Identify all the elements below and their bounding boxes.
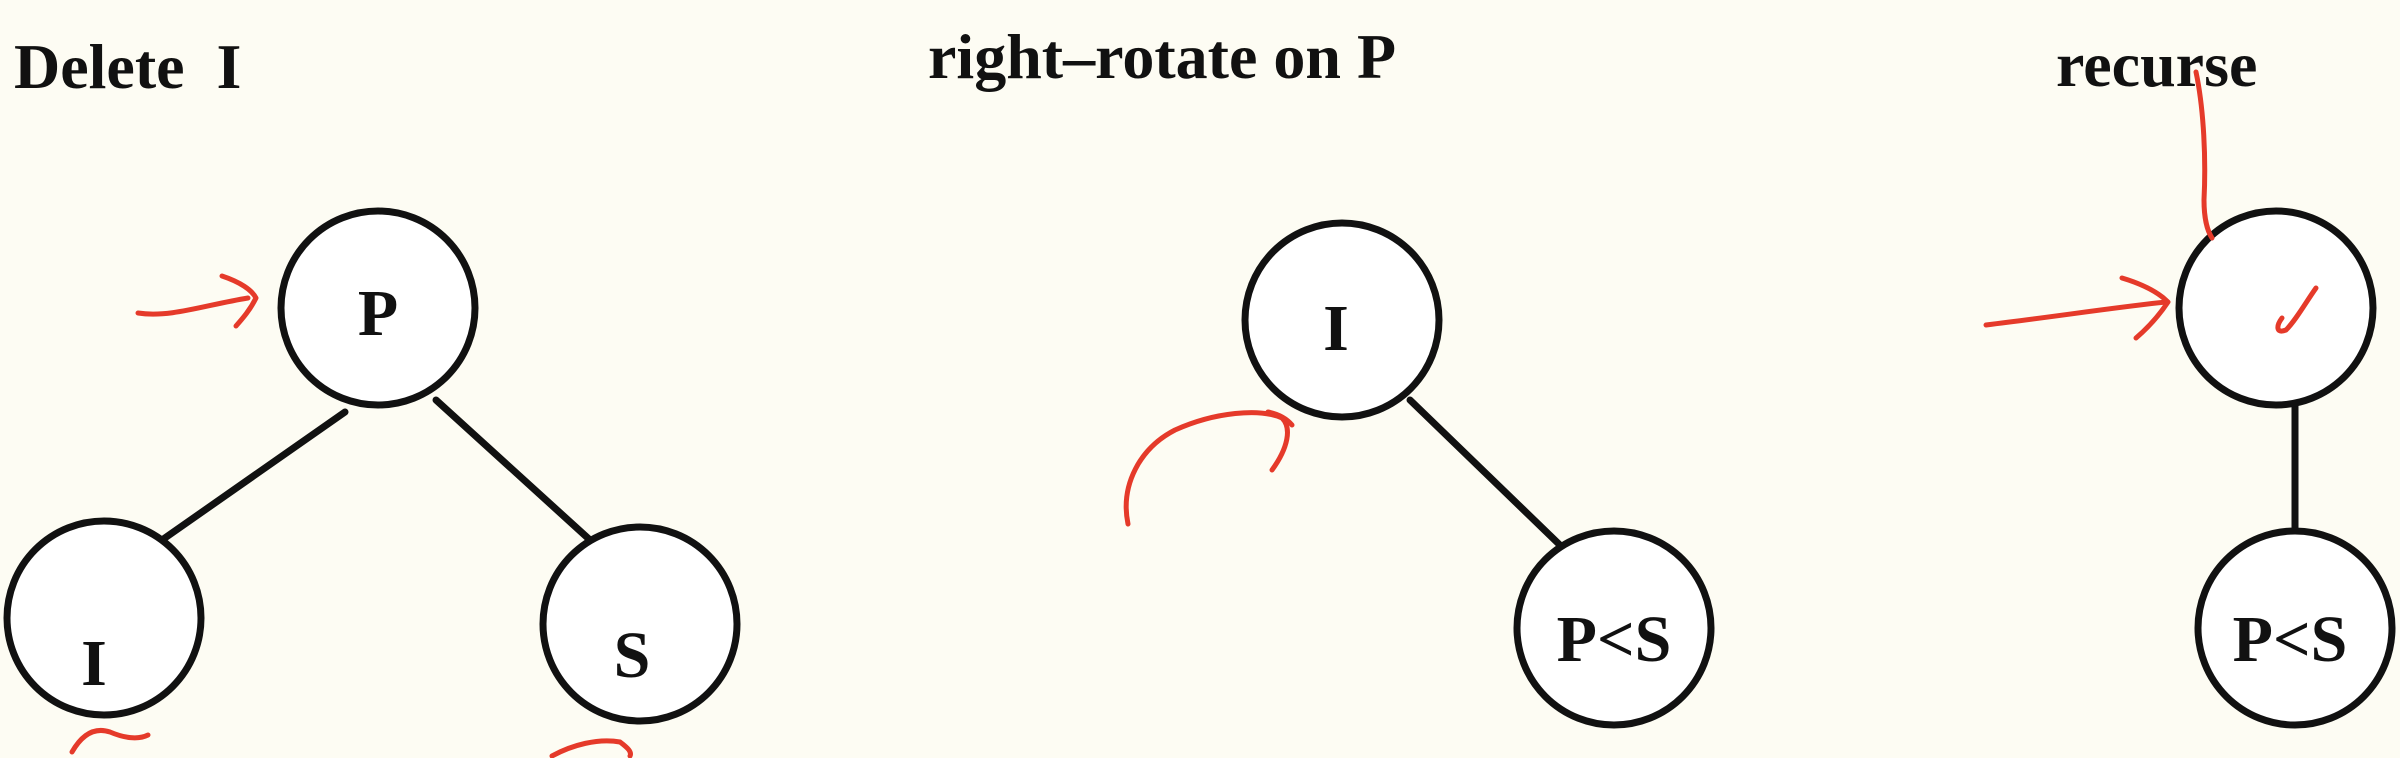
tree-node-p-less-s: [2194, 527, 2396, 729]
annotation-arrow-recurse: [1983, 299, 2169, 328]
annotation-tick: [2275, 285, 2319, 334]
node-label-p-less-s: P<S: [1557, 603, 1672, 676]
tree-node-p-less-s: [1513, 527, 1715, 729]
node-label-i: I: [81, 627, 107, 700]
panel-title-recurse: recurse: [2056, 29, 2257, 100]
annotation-mark-s: [549, 738, 633, 758]
node-label-p: P: [358, 277, 398, 350]
edge-p-i: [158, 408, 349, 544]
node-label-p-less-s: P<S: [2233, 603, 2348, 676]
panel-rotate: right–rotate on P I P<S: [928, 21, 1715, 729]
panel-title-delete: Delete I: [14, 31, 241, 102]
tree-node-i: [1241, 219, 1443, 421]
tree-node-i: [3, 517, 205, 719]
panel-delete: Delete I P I S: [3, 31, 741, 725]
edge-p-s: [432, 396, 594, 544]
annotation-arrowhead-p: [219, 273, 259, 329]
tree-node-p: [277, 207, 479, 409]
annotation-mark-i: [69, 728, 151, 755]
annotation-arrow-p: [135, 295, 251, 317]
tree-node-s: [539, 523, 741, 725]
node-label-s: S: [614, 619, 651, 692]
handwritten-annotations: [69, 69, 2319, 758]
panel-recurse: recurse P<S: [2056, 29, 2396, 729]
annotation-arrow-i: [1123, 410, 1290, 527]
edge-i-ps: [1406, 396, 1567, 552]
annotation-line-from-recurse: [2193, 69, 2215, 241]
node-label-i: I: [1323, 292, 1349, 365]
annotation-arrowhead-i: [1265, 409, 1295, 428]
panel-title-rotate: right–rotate on P: [928, 21, 1396, 92]
annotation-arrowhead-recurse: [2119, 275, 2171, 341]
tree-node-empty: [2175, 207, 2377, 409]
